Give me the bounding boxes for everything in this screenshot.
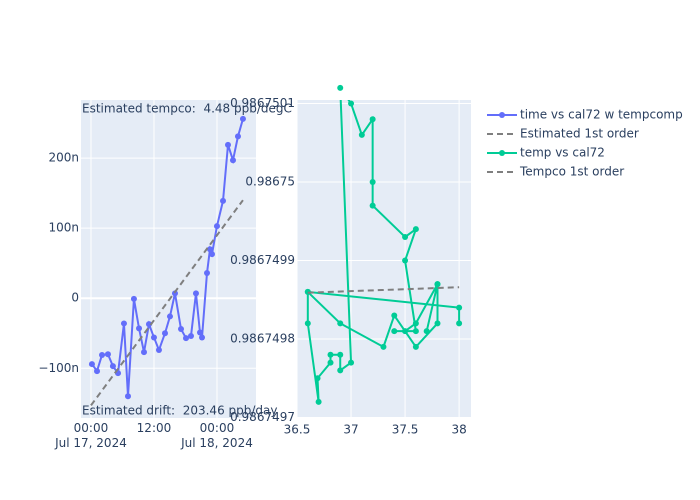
marker — [187, 333, 194, 340]
marker — [197, 329, 203, 336]
marker — [369, 202, 376, 209]
marker — [130, 295, 137, 302]
marker — [178, 326, 185, 333]
marker — [192, 290, 199, 297]
marker — [204, 270, 210, 277]
y-tick-label: 0.9867497 — [230, 410, 295, 424]
marker — [206, 246, 213, 253]
legend-label: Tempco 1st order — [519, 165, 624, 179]
marker — [166, 313, 173, 320]
x-tick-label: 37 — [343, 423, 358, 437]
marker — [94, 368, 101, 375]
y-tick-label: 0.9867501 — [230, 96, 295, 110]
annotation: Estimated drift: 203.46 ppb/day — [82, 404, 277, 418]
marker — [124, 393, 131, 400]
marker — [456, 304, 463, 311]
marker — [412, 328, 419, 335]
marker — [337, 84, 344, 91]
legend-marker — [499, 150, 505, 156]
marker — [141, 349, 147, 356]
marker — [162, 330, 168, 337]
x-tick-label: 38 — [451, 423, 466, 437]
marker — [369, 116, 376, 123]
legend-label: time vs cal72 w tempcomp — [520, 108, 683, 122]
plot-area — [297, 100, 471, 418]
x-tick-label: 37.5 — [392, 423, 419, 437]
x-tick-label: 00:00 Jul 18, 2024 — [181, 421, 253, 450]
series-line — [90, 199, 244, 406]
marker — [391, 312, 398, 319]
marker — [136, 325, 143, 332]
marker — [239, 115, 246, 122]
y-tick-label: 0 — [71, 291, 79, 305]
marker — [348, 100, 355, 107]
x-tick-label: 36.5 — [284, 423, 311, 437]
marker — [402, 257, 409, 264]
legend-marker — [499, 112, 505, 118]
marker — [456, 320, 463, 327]
marker — [104, 351, 111, 358]
x-tick-label: 12:00 — [136, 421, 172, 435]
y-tick-label: 0.98675 — [245, 175, 295, 189]
marker — [213, 223, 220, 230]
marker — [145, 321, 152, 328]
marker — [220, 197, 227, 204]
marker — [109, 363, 116, 370]
marker — [369, 179, 376, 186]
marker — [304, 320, 311, 327]
marker — [391, 328, 398, 335]
marker — [99, 351, 105, 358]
marker — [337, 320, 344, 327]
marker — [358, 131, 365, 138]
marker — [327, 351, 334, 358]
marker — [337, 351, 344, 358]
marker — [208, 251, 215, 258]
marker — [183, 335, 189, 342]
marker — [327, 359, 334, 366]
marker — [234, 133, 241, 140]
y-tick-label: 0.9867499 — [230, 253, 295, 267]
marker — [315, 398, 322, 405]
y-tick-label: 100n — [48, 221, 79, 235]
marker — [434, 320, 441, 327]
x-tick-label: 00:00 Jul 17, 2024 — [55, 421, 127, 450]
y-tick-label: 200n — [48, 151, 79, 165]
y-tick-label: −100n — [38, 361, 79, 375]
marker — [314, 375, 321, 382]
marker — [412, 320, 419, 327]
marker — [229, 157, 236, 164]
marker — [412, 343, 419, 350]
marker — [434, 281, 441, 288]
marker — [150, 334, 157, 341]
marker — [423, 328, 430, 335]
legend-label: temp vs cal72 — [520, 146, 605, 160]
marker — [199, 334, 206, 341]
marker — [412, 226, 419, 233]
marker — [348, 359, 355, 366]
marker — [225, 141, 231, 148]
marker — [88, 361, 95, 368]
legend-label: Estimated 1st order — [520, 127, 639, 141]
marker — [402, 328, 409, 335]
marker — [402, 233, 409, 240]
marker — [155, 347, 162, 354]
marker — [380, 343, 387, 350]
marker — [120, 320, 127, 327]
y-tick-label: 0.9867498 — [230, 332, 295, 346]
marker — [337, 367, 344, 374]
series-line — [307, 286, 460, 294]
annotation: Estimated tempco: 4.48 ppb/degC — [82, 102, 292, 116]
series-line — [91, 118, 244, 397]
